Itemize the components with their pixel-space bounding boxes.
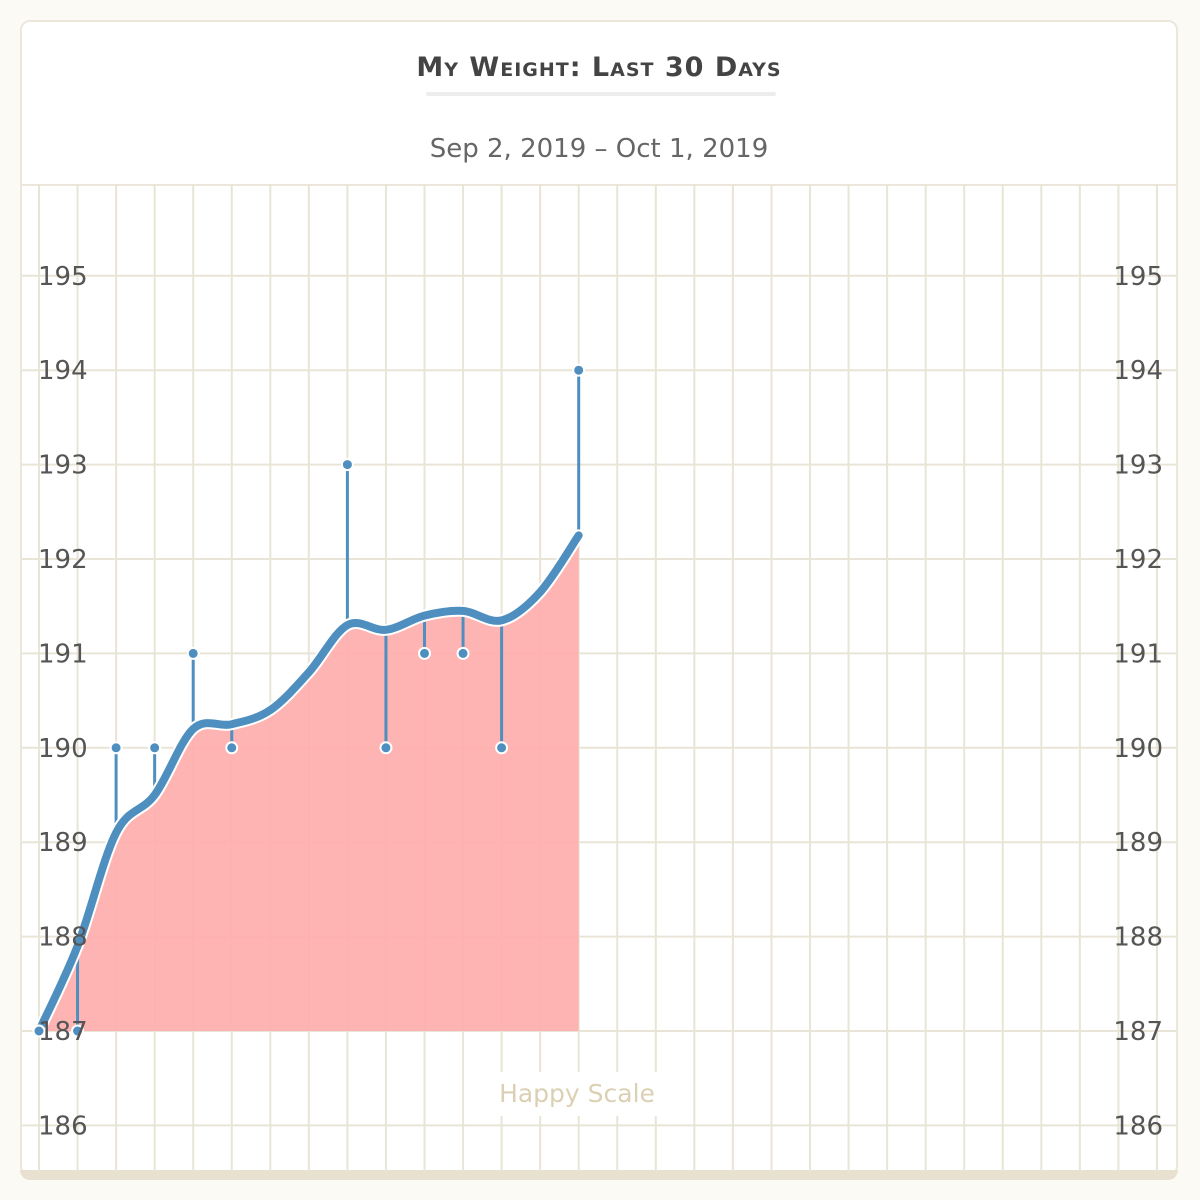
y-tick-label-left: 190 bbox=[38, 734, 88, 764]
y-tick-label-left: 188 bbox=[38, 923, 88, 953]
weigh-in-point bbox=[418, 646, 431, 660]
moving-average-area bbox=[39, 535, 579, 1031]
card-bottom-edge bbox=[20, 1170, 1178, 1180]
chart-date-range: Sep 2, 2019 – Oct 1, 2019 bbox=[429, 134, 769, 164]
weigh-in-point bbox=[148, 741, 162, 755]
y-tick-label-left: 192 bbox=[38, 545, 88, 575]
y-tick-label-right: 191 bbox=[1113, 639, 1163, 669]
y-tick-label-right: 188 bbox=[1113, 923, 1163, 953]
weigh-in-point bbox=[379, 741, 393, 755]
y-tick-label-left: 187 bbox=[38, 1017, 88, 1047]
weigh-in-point bbox=[32, 1024, 46, 1038]
y-tick-label-left: 186 bbox=[38, 1111, 88, 1141]
y-tick-label-right: 193 bbox=[1113, 451, 1163, 481]
weigh-in-point bbox=[109, 741, 123, 755]
weigh-in-point bbox=[456, 646, 470, 660]
y-tick-label-left: 189 bbox=[38, 828, 88, 858]
weigh-in-point bbox=[340, 458, 354, 472]
trend-line bbox=[35, 531, 583, 1035]
weigh-in-point bbox=[495, 741, 509, 755]
y-tick-label-right: 194 bbox=[1113, 356, 1163, 386]
title-underline bbox=[426, 92, 776, 96]
watermark: Happy Scale bbox=[482, 1072, 672, 1116]
y-tick-label-left: 193 bbox=[38, 451, 88, 481]
y-tick-label-right: 189 bbox=[1113, 828, 1163, 858]
y-tick-label-right: 186 bbox=[1113, 1111, 1163, 1141]
y-tick-label-right: 192 bbox=[1113, 545, 1163, 575]
weigh-in-point bbox=[71, 1024, 85, 1038]
chart-header: My Weight: Last 30 Days Sep 2, 2019 – Oc… bbox=[22, 22, 1176, 186]
y-tick-label-left: 191 bbox=[38, 639, 88, 669]
chart-title: My Weight: Last 30 Days bbox=[416, 52, 782, 83]
weigh-in-point bbox=[186, 646, 200, 660]
weigh-in-point bbox=[225, 741, 239, 755]
y-tick-label-right: 190 bbox=[1113, 734, 1163, 764]
weigh-in-point bbox=[572, 363, 586, 377]
y-tick-label-left: 194 bbox=[38, 356, 88, 386]
y-tick-label-left: 195 bbox=[38, 262, 88, 292]
y-tick-label-right: 195 bbox=[1113, 262, 1163, 292]
y-tick-label-right: 187 bbox=[1113, 1017, 1163, 1047]
